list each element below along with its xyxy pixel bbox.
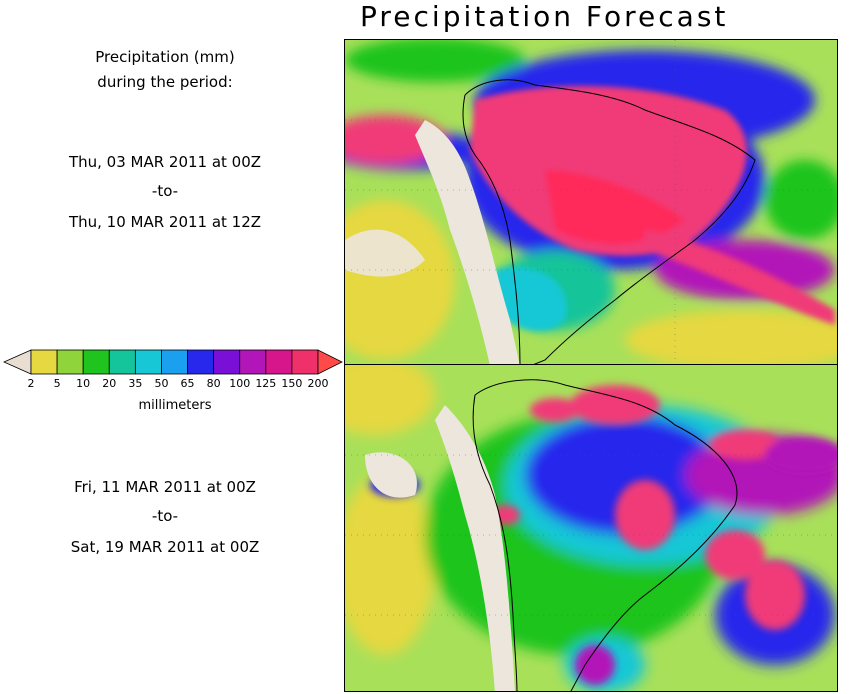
period2-start: Fri, 11 MAR 2011 at 00Z — [74, 478, 256, 496]
legend-swatch — [213, 349, 241, 375]
legend-tick-label: 125 — [255, 377, 277, 390]
legend-swatch — [56, 349, 84, 375]
period1-start: Thu, 03 MAR 2011 at 00Z — [68, 153, 262, 171]
legend-tick-label: 150 — [281, 377, 303, 390]
legend-colorbar — [3, 349, 343, 375]
header-line-1: Precipitation (mm) — [95, 48, 235, 66]
map-period2 — [345, 365, 837, 691]
period1-end: Thu, 10 MAR 2011 at 12Z — [68, 213, 262, 231]
map-panel-period2 — [344, 364, 838, 692]
page-title: Precipitation Forecast — [360, 0, 729, 33]
legend-swatch — [239, 349, 267, 375]
legend-swatch — [134, 349, 162, 375]
legend-swatch — [30, 349, 58, 375]
period2-separator: -to- — [151, 507, 179, 525]
legend-swatch — [161, 349, 188, 375]
legend-swatch — [108, 349, 136, 375]
legend-arrow-low — [3, 349, 32, 375]
legend-tick-labels: 2 5 10 20 35 50 65 80 100 125 150 200 — [20, 377, 330, 391]
legend-tick-label: 20 — [102, 377, 117, 390]
period2-end: Sat, 19 MAR 2011 at 00Z — [70, 538, 260, 556]
legend-tick-label: 2 — [27, 377, 35, 390]
legend-tick-label: 35 — [128, 377, 143, 390]
legend-tick-label: 65 — [180, 377, 195, 390]
period1-separator: -to- — [151, 182, 179, 200]
legend-tick-label: 80 — [206, 377, 221, 390]
legend-tick-label: 10 — [76, 377, 91, 390]
legend-tick-label: 100 — [229, 377, 251, 390]
legend-swatch — [82, 349, 110, 375]
map-period1 — [345, 40, 837, 364]
legend-swatch — [291, 349, 319, 375]
legend-tick-label: 200 — [307, 377, 329, 390]
legend-unit: millimeters — [138, 398, 212, 413]
legend-tick-label: 5 — [53, 377, 61, 390]
legend-tick-label: 50 — [154, 377, 169, 390]
legend-arrow-high — [317, 349, 343, 375]
legend-swatch — [265, 349, 293, 375]
map-panel-period1 — [344, 39, 838, 365]
header-line-2: during the period: — [97, 73, 233, 91]
legend-swatch — [187, 349, 215, 375]
